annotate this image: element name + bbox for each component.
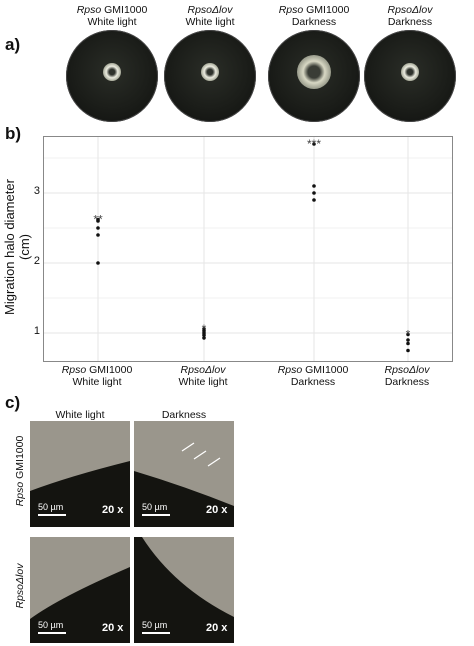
- y-tick-label: 1: [33, 325, 40, 337]
- micrograph-colony-edge: [134, 537, 234, 643]
- x-tick-label: Rpso GMI1000 White light: [61, 364, 133, 388]
- micrograph-colony-edge: [134, 442, 234, 527]
- panel-a-label: a): [5, 35, 21, 54]
- petri-plate: [364, 30, 456, 122]
- micrograph-colony-edge: [30, 461, 130, 527]
- plate-caption: RpsoΔlov White light: [185, 4, 235, 28]
- scale-bar-line: [38, 632, 66, 634]
- data-point: [406, 332, 410, 337]
- migration-halo: [401, 63, 419, 81]
- migration-halo: [297, 55, 331, 89]
- data-point: [202, 327, 206, 331]
- data-point: [96, 226, 100, 230]
- x-tick-label: RpsoΔlov White light: [178, 364, 228, 388]
- scatter-svg: *******: [44, 137, 452, 361]
- micrograph-dlov-white-light: 50 µm 20 x: [30, 537, 130, 643]
- data-point: [406, 338, 410, 342]
- column-header-white-light: White light: [55, 409, 105, 421]
- petri-plate: [164, 30, 256, 122]
- x-tick-label: RpsoΔlov Darkness: [384, 364, 430, 388]
- petri-plate: [66, 30, 158, 122]
- scale-bar-line: [38, 514, 66, 516]
- scale-bar-label: 50 µm: [142, 620, 168, 630]
- scale-bar-line: [142, 632, 170, 634]
- plate-caption: RpsoΔlov Darkness: [387, 4, 433, 28]
- scale-bar-label: 50 µm: [142, 502, 168, 512]
- panel-c-label: c): [5, 393, 21, 412]
- y-tick-label: 2: [33, 255, 40, 267]
- data-point: [202, 336, 206, 340]
- data-point: [96, 261, 100, 265]
- micrograph-colony-edge: [30, 567, 130, 643]
- micrograph-rpso-darkness: 50 µm 20 x: [134, 421, 234, 527]
- panel-b-label: b): [5, 124, 22, 143]
- plate-caption: Rpso GMI1000 White light: [76, 4, 148, 28]
- significance-annotation: *: [202, 322, 207, 336]
- row-label-rpso-gmi1000: Rpso GMI1000: [14, 435, 26, 507]
- magnification-label: 20 x: [102, 504, 124, 516]
- column-header-darkness: Darkness: [161, 409, 207, 421]
- micrograph-dlov-darkness: 50 µm 20 x: [134, 537, 234, 643]
- data-point: [406, 348, 410, 353]
- data-point: [312, 198, 316, 202]
- data-point: [312, 142, 316, 146]
- row-label-rpso-dlov: RpsoΔlov: [14, 563, 26, 609]
- magnification-label: 20 x: [206, 504, 228, 516]
- significance-annotation: **: [93, 213, 103, 227]
- data-point: [96, 217, 100, 222]
- magnification-label: 20 x: [206, 622, 228, 634]
- magnification-label: 20 x: [102, 622, 124, 634]
- y-tick-label: 3: [33, 185, 40, 197]
- plate-caption: Rpso GMI1000 Darkness: [278, 4, 350, 28]
- significance-annotation: *: [406, 327, 411, 341]
- data-point: [312, 184, 316, 188]
- data-point: [96, 233, 100, 237]
- data-point: [406, 341, 410, 346]
- data-point: [312, 191, 316, 195]
- petri-plate: [268, 30, 360, 122]
- migration-halo: [201, 63, 219, 81]
- scale-bar-label: 50 µm: [38, 502, 64, 512]
- scale-bar-label: 50 µm: [38, 620, 64, 630]
- scatter-plot: ** * *** *: [43, 136, 453, 362]
- scale-bar-line: [142, 514, 170, 516]
- significance-annotation: ***: [307, 137, 321, 151]
- micrograph-rpso-white-light: 50 µm 20 x: [30, 421, 130, 527]
- migration-halo: [103, 63, 121, 81]
- x-tick-label: Rpso GMI1000 Darkness: [277, 364, 349, 388]
